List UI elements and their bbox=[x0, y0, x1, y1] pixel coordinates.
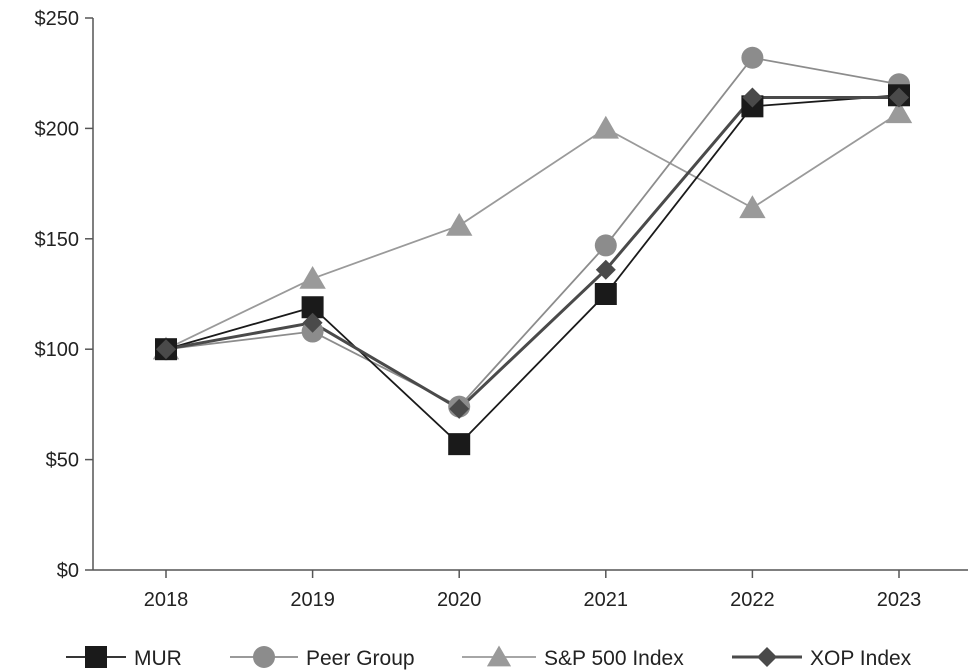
data-point-peer-group bbox=[741, 46, 764, 69]
x-tick-label: 2018 bbox=[144, 589, 189, 611]
data-point-xop-index bbox=[595, 259, 616, 280]
data-point-mur bbox=[301, 296, 324, 319]
axes: $0 $50 $100 $150 $200 $250 2018 2019 2020 2021 202… bbox=[35, 8, 968, 611]
x-tick-label: 2021 bbox=[584, 589, 629, 611]
data-point-peer-group bbox=[594, 234, 617, 257]
legend-label: S&P 500 Index bbox=[544, 647, 684, 670]
series-line-xop-index bbox=[165, 95, 899, 411]
series-line-s-p-500-index bbox=[165, 112, 900, 351]
series-line-mur bbox=[165, 94, 900, 446]
legend-marker bbox=[253, 646, 275, 668]
series-line-peer-group bbox=[165, 56, 900, 408]
y-tick-label: $0 bbox=[57, 560, 79, 582]
x-tick-label: 2023 bbox=[877, 589, 922, 611]
y-tick-label: $150 bbox=[35, 229, 80, 251]
data-point-mur bbox=[448, 433, 471, 456]
data-point-s-p-500-index bbox=[885, 100, 913, 124]
x-tick-label: 2019 bbox=[290, 589, 335, 611]
legend-marker bbox=[85, 646, 107, 668]
x-tick-label: 2022 bbox=[730, 589, 775, 611]
legend-item-s-p-500-index: S&P 500 Index bbox=[462, 645, 684, 670]
data-point-mur bbox=[594, 283, 617, 305]
legend-item-mur: MUR bbox=[66, 646, 182, 670]
data-point-xop-index bbox=[302, 312, 323, 333]
legend: MUR Peer Group S&P 500 Index XOP Index bbox=[66, 645, 912, 670]
data-point-xop-index bbox=[889, 87, 909, 108]
y-tick-label: $250 bbox=[35, 8, 80, 30]
data-point-s-p-500-index bbox=[592, 115, 619, 139]
x-tick-label: 2020 bbox=[437, 589, 482, 611]
legend-item-peer-group: Peer Group bbox=[230, 646, 415, 670]
data-point-s-p-500-index bbox=[299, 265, 326, 289]
data-point-xop-index bbox=[156, 339, 176, 360]
data-point-s-p-500-index bbox=[446, 212, 473, 236]
legend-item-xop-index: XOP Index bbox=[732, 647, 912, 670]
y-tick-label: $200 bbox=[35, 118, 80, 140]
legend-label: Peer Group bbox=[306, 647, 415, 670]
y-tick-label: $100 bbox=[35, 339, 80, 361]
legend-label: XOP Index bbox=[810, 647, 912, 670]
legend-marker bbox=[486, 645, 512, 667]
series-layer bbox=[152, 46, 913, 456]
data-point-s-p-500-index bbox=[739, 195, 766, 219]
legend-label: MUR bbox=[134, 647, 182, 670]
legend-marker bbox=[757, 647, 777, 667]
data-point-xop-index bbox=[742, 87, 763, 108]
y-tick-label: $50 bbox=[46, 450, 79, 472]
data-point-xop-index bbox=[449, 398, 470, 419]
